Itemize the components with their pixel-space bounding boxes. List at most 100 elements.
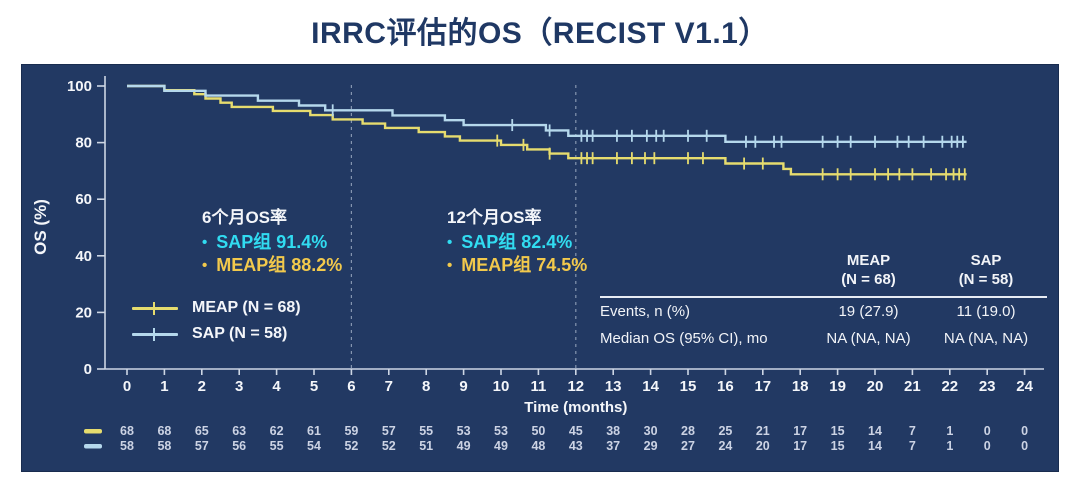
stats-corner <box>600 251 812 296</box>
at-risk-value-sap: 54 <box>307 439 321 453</box>
stats-events-meap: 19 (27.9) <box>838 303 899 320</box>
annotation-12mo-meap: • MEAP组 74.5% <box>447 254 587 277</box>
stats-median-sap: NA (NA, NA) <box>943 330 1029 347</box>
at-risk-value-meap: 30 <box>644 424 658 438</box>
at-risk-value-meap: 1 <box>946 424 953 438</box>
at-risk-value-sap: 43 <box>569 439 583 453</box>
at-risk-value-meap: 62 <box>270 424 284 438</box>
x-tick-label: 9 <box>459 378 467 395</box>
at-risk-value-meap: 53 <box>457 424 471 438</box>
legend-label-sap: SAP (N = 58) <box>192 325 288 342</box>
page-title: IRRC评估的OS（RECIST V1.1） <box>311 17 769 50</box>
annotation-6mo-sap-value: SAP组 91.4% <box>216 232 328 252</box>
at-risk-value-sap: 56 <box>232 439 246 453</box>
at-risk-value-meap: 38 <box>606 424 620 438</box>
x-tick-label: 21 <box>904 378 921 395</box>
at-risk-value-sap: 37 <box>606 439 620 453</box>
at-risk-value-sap: 58 <box>157 439 171 453</box>
at-risk-value-sap: 49 <box>457 439 471 453</box>
bullet-icon: • <box>447 257 453 274</box>
at-risk-value-sap: 58 <box>120 439 134 453</box>
at-risk-value-meap: 59 <box>344 424 358 438</box>
x-tick-label: 13 <box>605 378 622 395</box>
at-risk-value-meap: 21 <box>756 424 770 438</box>
annotation-6mo: 6个月OS率 • SAP组 91.4% • MEAP组 88.2% <box>202 203 342 277</box>
at-risk-value-sap: 27 <box>681 439 695 453</box>
stats-table: MEAP (N = 68) SAP (N = 58) Events, n (%)… <box>600 251 1047 352</box>
x-tick-label: 10 <box>493 378 510 395</box>
annotation-12mo: 12个月OS率 • SAP组 82.4% • MEAP组 74.5% <box>447 203 587 277</box>
stats-col-meap-name: MEAP <box>846 252 891 269</box>
x-tick-label: 7 <box>385 378 393 395</box>
x-tick-label: 6 <box>347 378 355 395</box>
meap-line-swatch-icon <box>132 301 178 315</box>
annotation-12mo-title: 12个月OS率 <box>447 208 542 227</box>
stats-col-sap-name: SAP <box>970 252 1002 269</box>
annotation-12mo-meap-value: MEAP组 74.5% <box>461 255 588 275</box>
at-risk-value-sap: 1 <box>946 439 953 453</box>
y-tick-label: 0 <box>84 361 92 378</box>
x-tick-label: 23 <box>979 378 996 395</box>
annotation-12mo-sap-value: SAP组 82.4% <box>461 232 573 252</box>
at-risk-value-meap: 15 <box>831 424 845 438</box>
at-risk-value-meap: 61 <box>307 424 321 438</box>
x-tick-label: 24 <box>1016 378 1033 395</box>
at-risk-value-meap: 28 <box>681 424 695 438</box>
x-tick-label: 12 <box>567 378 584 395</box>
at-risk-value-meap: 53 <box>494 424 508 438</box>
at-risk-value-sap: 0 <box>984 439 991 453</box>
bullet-icon: • <box>202 257 208 274</box>
y-tick-label: 20 <box>75 304 92 321</box>
x-tick-label: 0 <box>123 378 131 395</box>
at-risk-value-meap: 68 <box>157 424 171 438</box>
legend-item-sap: SAP (N = 58) <box>132 321 301 347</box>
at-risk-swatch-meap-icon <box>84 429 102 434</box>
at-risk-value-meap: 25 <box>718 424 732 438</box>
legend: MEAP (N = 68) SAP (N = 58) <box>132 295 301 347</box>
at-risk-value-sap: 20 <box>756 439 770 453</box>
at-risk-value-meap: 57 <box>382 424 396 438</box>
x-tick-label: 2 <box>198 378 206 395</box>
x-tick-label: 16 <box>717 378 734 395</box>
stats-col-meap-n: (N = 68) <box>841 271 896 288</box>
annotation-6mo-meap: • MEAP组 88.2% <box>202 254 342 277</box>
at-risk-value-meap: 0 <box>1021 424 1028 438</box>
at-risk-value-sap: 55 <box>270 439 284 453</box>
bullet-icon: • <box>447 234 453 251</box>
stats-col-meap: MEAP (N = 68) <box>812 251 925 296</box>
at-risk-value-meap: 14 <box>868 424 882 438</box>
stats-header-divider <box>600 296 1047 298</box>
at-risk-value-meap: 0 <box>984 424 991 438</box>
at-risk-value-sap: 7 <box>909 439 916 453</box>
km-curve-meap <box>127 84 967 176</box>
y-tick-label: 100 <box>67 78 92 95</box>
at-risk-value-meap: 7 <box>909 424 916 438</box>
stats-events-sap: 11 (19.0) <box>956 303 1016 320</box>
y-tick-label: 60 <box>75 191 92 208</box>
x-tick-label: 19 <box>829 378 846 395</box>
at-risk-swatch-sap-icon <box>84 444 102 449</box>
at-risk-value-sap: 0 <box>1021 439 1028 453</box>
stats-col-sap: SAP (N = 58) <box>925 251 1047 296</box>
at-risk-value-meap: 63 <box>232 424 246 438</box>
x-tick-label: 20 <box>867 378 884 395</box>
x-tick-label: 3 <box>235 378 243 395</box>
at-risk-value-sap: 49 <box>494 439 508 453</box>
at-risk-value-meap: 45 <box>569 424 583 438</box>
x-tick-label: 18 <box>792 378 809 395</box>
at-risk-value-meap: 50 <box>531 424 545 438</box>
at-risk-value-sap: 52 <box>344 439 358 453</box>
at-risk-value-sap: 29 <box>644 439 658 453</box>
x-tick-label: 8 <box>422 378 430 395</box>
km-curve-sap <box>127 84 967 143</box>
stats-row-events-label: Events, n (%) <box>600 303 691 320</box>
at-risk-value-sap: 51 <box>419 439 433 453</box>
at-risk-value-meap: 17 <box>793 424 807 438</box>
x-axis-title: Time (months) <box>524 399 627 416</box>
at-risk-value-sap: 17 <box>793 439 807 453</box>
x-tick-label: 11 <box>530 378 546 395</box>
at-risk-value-sap: 48 <box>531 439 545 453</box>
x-tick-label: 14 <box>642 378 659 395</box>
x-tick-label: 1 <box>160 378 168 395</box>
